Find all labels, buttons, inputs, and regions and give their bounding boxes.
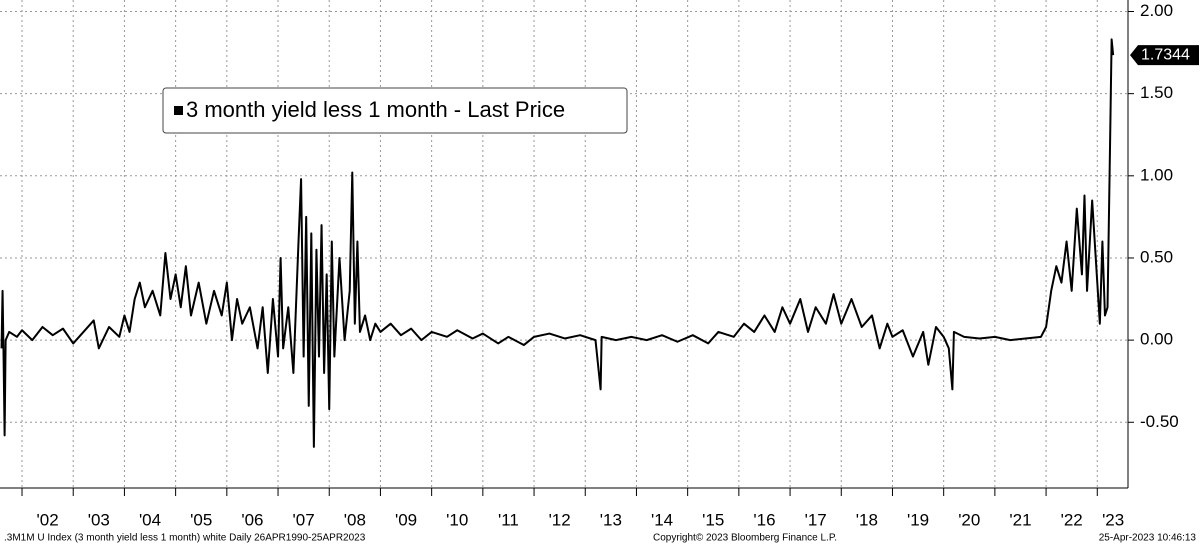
y-tick-label: 0.00 [1140, 330, 1173, 349]
x-tick-label: '21 [1009, 510, 1031, 529]
x-tick-label: '15 [702, 510, 724, 529]
x-tick-label: '13 [600, 510, 622, 529]
last-value-box [1130, 45, 1199, 66]
plot [0, 38, 1115, 448]
x-tick-label: '04 [139, 510, 161, 529]
legend-label: 3 month yield less 1 month - Last Price [186, 97, 565, 122]
x-tick-label: '08 [344, 510, 366, 529]
grid [0, 0, 1128, 488]
y-tick-label: 1.00 [1140, 165, 1173, 184]
x-tick-label: '23 [1102, 510, 1124, 529]
x-tick-label: '07 [293, 510, 315, 529]
y-tick-label: 1.50 [1140, 83, 1173, 102]
legend-marker [174, 106, 183, 115]
footer-left: .3M1M U Index (3 month yield less 1 mont… [4, 533, 366, 544]
legend-box [162, 87, 628, 134]
x-tick-label: '17 [805, 510, 827, 529]
x-tick-label: '06 [241, 510, 263, 529]
x-tick-label: '22 [1061, 510, 1083, 529]
line-series [0, 38, 1115, 448]
x-tick-label: '14 [651, 510, 673, 529]
x-tick-label: '20 [958, 510, 980, 529]
last-value-label: 1.7344 [1141, 46, 1190, 63]
x-tick-label: '03 [88, 510, 110, 529]
y-tick-label: 0.50 [1140, 247, 1173, 266]
footer-center: Copyright© 2023 Bloomberg Finance L.P. [653, 533, 837, 544]
x-tick-label: '12 [549, 510, 571, 529]
x-tick-label: '09 [395, 510, 417, 529]
footer-right: 25-Apr-2023 10:46:13 [1099, 533, 1197, 544]
x-tick-label: '18 [856, 510, 878, 529]
y-tick-label: -0.50 [1140, 412, 1179, 431]
x-tick-label: '10 [446, 510, 468, 529]
x-tick-label: '05 [190, 510, 212, 529]
x-tick-label: '16 [753, 510, 775, 529]
y-tick-label: 2.00 [1140, 1, 1173, 20]
x-tick-label: '19 [907, 510, 929, 529]
x-tick-label: '11 [498, 510, 519, 529]
x-tick-label: '02 [37, 510, 59, 529]
